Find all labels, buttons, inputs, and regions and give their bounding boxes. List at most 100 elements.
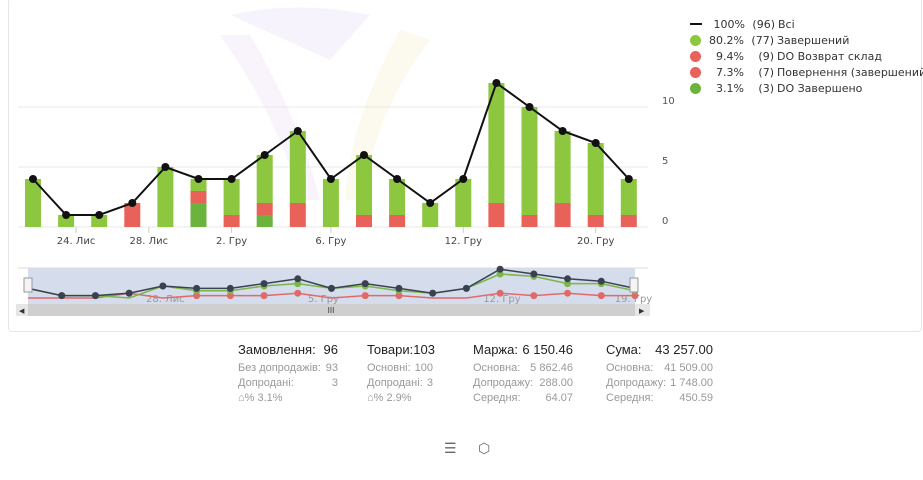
scroll-left-arrow: ◀ [19, 308, 25, 315]
total-point [29, 175, 37, 183]
orders-chart: 0 5 10 24. Лис 28. Лис 2. Гру 6. Гру 12. Гру 20.… [16, 7, 675, 316]
bar-Завершений [455, 179, 472, 227]
bar-Повернення-(завершений) [289, 203, 306, 227]
navigator-handle-left[interactable] [23, 277, 33, 293]
total-point [293, 127, 302, 135]
bar-DO-Возврат-склад [256, 203, 273, 215]
total-point [591, 139, 600, 147]
legend-pct: 3.1% [716, 81, 744, 95]
legend-item[interactable]: 9.4% (9) DO Возврат склад [690, 48, 923, 64]
y-tick-label: 0 [662, 216, 668, 227]
navigator-point [597, 292, 605, 300]
total-point [393, 175, 402, 183]
navigator-point [395, 284, 403, 292]
navigator-point [564, 289, 572, 297]
bar-DO-Возврат-склад [356, 215, 372, 227]
stat-row-label: Без допродажів: [238, 362, 321, 374]
stat-title: Товари: [367, 342, 414, 357]
chart-card [8, 0, 922, 332]
bar-DO-Завершено [256, 215, 273, 227]
legend-item[interactable]: 100% (96) Всі [690, 16, 923, 32]
dot-icon [690, 50, 701, 62]
y-tick-label: 10 [662, 96, 675, 107]
navigator-point [361, 280, 369, 288]
x-tick-label: 28. Лис [130, 236, 169, 247]
stat-row-value: 1 748.00 [670, 377, 713, 389]
bar-DO-Возврат-склад [587, 215, 604, 227]
navigator-point [294, 280, 302, 288]
x-tick-label: 12. Гру [445, 236, 483, 247]
navigator-handle-right[interactable] [629, 277, 639, 293]
legend-label: DO Возврат склад [777, 49, 882, 63]
stat-value: 6 150.46 [522, 342, 573, 357]
navigator-point [159, 282, 167, 290]
logo-watermark [230, 7, 370, 60]
bar-Завершений [25, 179, 41, 227]
navigator-point [496, 270, 504, 278]
stat-value: 103 [413, 342, 435, 357]
navigator-point [193, 292, 201, 300]
total-point [128, 199, 137, 207]
stat-row-value: 288.00 [539, 377, 573, 389]
navigator-point [631, 292, 639, 300]
legend-item[interactable]: 80.2% (77) Завершений [690, 32, 923, 48]
box-icon[interactable]: ⬡ [478, 440, 491, 456]
upsell-bag-icon: ⌂% [367, 392, 387, 404]
bar-DO-Возврат-склад [223, 215, 240, 227]
navigator-point [564, 275, 572, 283]
bar-Завершений [223, 179, 240, 215]
total-point [525, 103, 534, 111]
stat-title: Замовлення: [238, 342, 316, 357]
stat-row-value: 5 862.46 [530, 362, 573, 374]
stat-pct: 2.9% [386, 392, 412, 404]
bar-DO-Возврат-склад [554, 215, 571, 227]
bar-Завершений [91, 215, 108, 227]
dot-icon [690, 66, 701, 78]
bar-DO-Возврат-склад [620, 215, 637, 227]
stat-title: Маржа: [473, 342, 518, 357]
x-tick-label: 20. Гру [577, 236, 615, 247]
navigator-point [125, 289, 133, 297]
dot-icon [690, 82, 701, 94]
legend-pct: 80.2% [709, 33, 744, 47]
navigator-point [193, 284, 201, 292]
stat-row-value: 3 [331, 377, 338, 389]
line-icon [690, 23, 702, 25]
legend-pct: 100% [713, 17, 745, 31]
bar-Повернення-(завершений) [554, 203, 571, 215]
total-point [161, 163, 170, 171]
navigator-tick-label: 19. Гру [615, 294, 653, 305]
bar-Завершений [289, 131, 306, 203]
legend-item[interactable]: 7.3% (7) Повернення (завершений) [690, 64, 923, 80]
bar-Завершений [322, 179, 339, 227]
stat-row-label: Допродажу: [606, 377, 667, 389]
stat-row-value: 41 509.00 [664, 362, 713, 374]
stat-row-value: 64.07 [545, 392, 573, 404]
bar-Завершений [356, 155, 372, 215]
bar-Завершений [554, 131, 571, 203]
total-point [95, 211, 104, 219]
stat-value: 96 [323, 342, 338, 357]
legend-count: (96) [752, 17, 775, 31]
total-point [227, 175, 236, 183]
bar-Завершений [58, 215, 75, 227]
total-point [624, 175, 633, 183]
bar-DO-Возврат-склад [521, 215, 538, 227]
legend-label: Завершений [777, 33, 850, 47]
list-icon[interactable]: ☰ [444, 440, 457, 456]
bar-Завершений [256, 155, 273, 203]
bar-Завершений [389, 179, 406, 215]
stat-title: Сума: [606, 342, 642, 357]
scroll-right-arrow: ▶ [639, 308, 645, 315]
legend-count: (9) [758, 49, 774, 63]
chart-legend: 100% (96) Всі 80.2% (77) Завершений 9.4% (9) DO … [690, 16, 923, 96]
scrollbar-thumb[interactable] [28, 304, 635, 316]
navigator-point [226, 292, 234, 300]
y-tick-label: 5 [662, 156, 668, 167]
stat-row-label: Допродані: [367, 377, 423, 389]
bar-Завершений [157, 167, 174, 227]
navigator-point [395, 292, 403, 300]
navigator-point [294, 275, 302, 283]
navigator-point [496, 265, 504, 273]
legend-item[interactable]: 3.1% (3) DO Завершено [690, 80, 923, 96]
